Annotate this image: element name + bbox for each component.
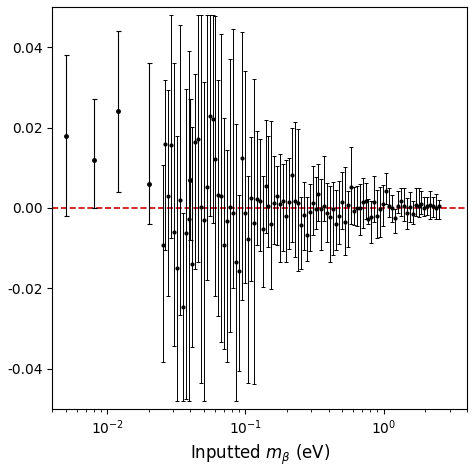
X-axis label: Inputted $m_{\beta}$ (eV): Inputted $m_{\beta}$ (eV) <box>190 443 330 467</box>
